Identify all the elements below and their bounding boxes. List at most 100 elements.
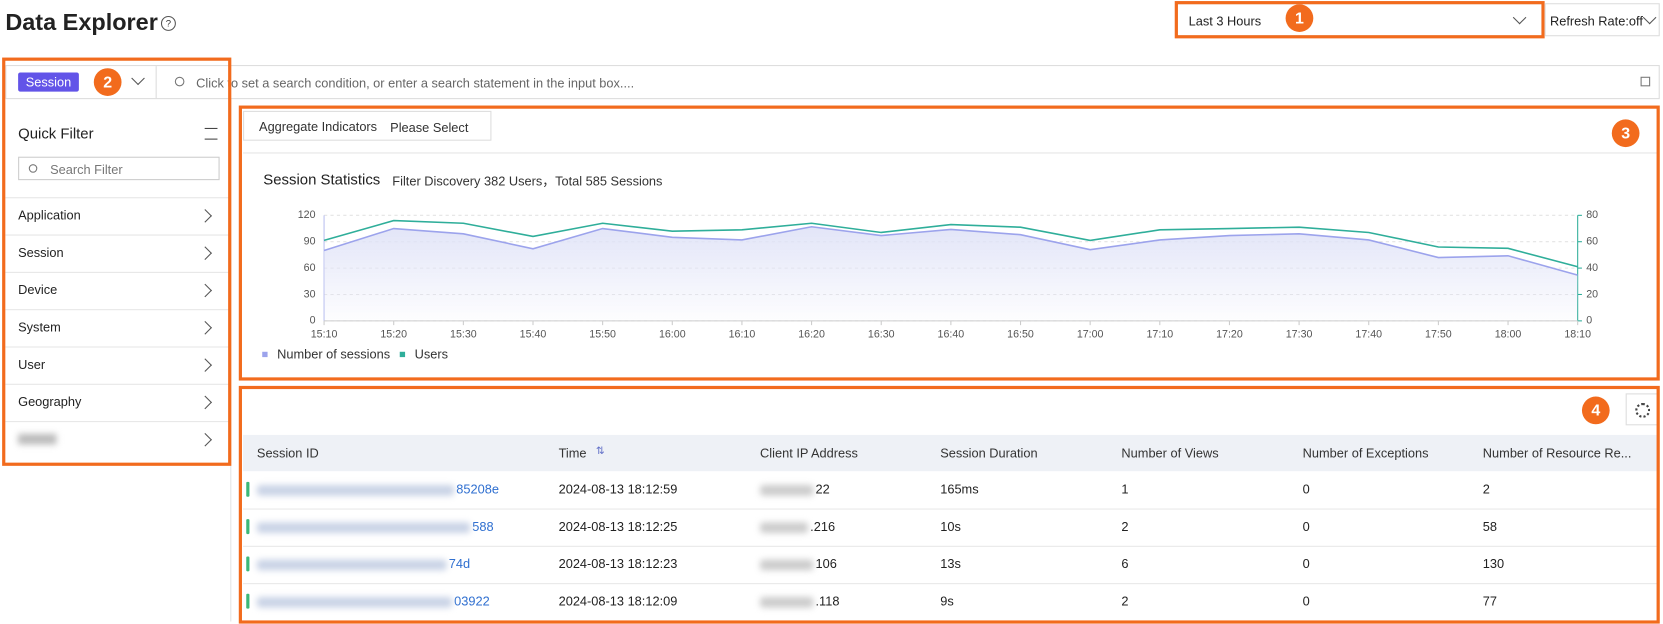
client-ip: .216 bbox=[810, 519, 836, 535]
blurred-text bbox=[760, 559, 814, 571]
cell: 2 bbox=[1121, 519, 1129, 535]
blurred-text bbox=[256, 484, 455, 496]
quick-filter-title: Quick Filter bbox=[18, 124, 94, 142]
time-range: Last 3 Hours bbox=[1188, 13, 1262, 29]
search-input[interactable]: Click to set a search condition, or ente… bbox=[196, 75, 635, 91]
divider bbox=[243, 545, 1657, 547]
legend-label: Number of sessions bbox=[277, 346, 390, 361]
search-type[interactable]: Session bbox=[18, 72, 79, 92]
y-tick-label: 30 bbox=[304, 288, 316, 300]
badge: 3 bbox=[1611, 119, 1640, 148]
x-tick-label: 16:20 bbox=[798, 329, 825, 341]
session-id-cell[interactable]: 74d bbox=[256, 556, 471, 572]
sort-icon: ⇅ bbox=[595, 445, 605, 458]
divider bbox=[5, 383, 231, 385]
session-id-cell[interactable]: 85208e bbox=[256, 481, 499, 497]
session-id-cell[interactable]: 588 bbox=[256, 519, 494, 535]
badge: 1 bbox=[1285, 4, 1314, 32]
filter-menu-icon[interactable] bbox=[204, 127, 218, 140]
ip-cell: .216 bbox=[760, 519, 835, 534]
status-marker bbox=[246, 593, 250, 609]
search-bar: Session Click to set a search condition,… bbox=[5, 65, 1660, 100]
divider bbox=[5, 346, 231, 348]
page-title: Data Explorer bbox=[5, 8, 158, 36]
x-tick-label: 18:10 bbox=[1564, 329, 1591, 341]
legend-label: Users bbox=[415, 346, 448, 361]
cell: 6 bbox=[1121, 556, 1129, 572]
status-marker bbox=[246, 519, 250, 535]
session-id: 03922 bbox=[454, 593, 490, 609]
y2-tick-label: 0 bbox=[1586, 315, 1592, 327]
divider bbox=[5, 421, 231, 423]
filter-search[interactable]: Search Filter bbox=[18, 156, 220, 181]
filter-item[interactable]: User bbox=[18, 357, 46, 373]
expand-icon[interactable] bbox=[1640, 76, 1651, 87]
cell: 1 bbox=[1121, 481, 1129, 497]
filter-item[interactable]: Geography bbox=[18, 394, 82, 410]
cell: 2024-08-13 18:12:23 bbox=[558, 556, 678, 572]
column-header: Number of Views bbox=[1121, 445, 1219, 461]
help-icon[interactable]: ? bbox=[160, 15, 176, 31]
y-tick-label: 90 bbox=[304, 236, 316, 248]
filter-search-input: Search Filter bbox=[50, 162, 123, 177]
badge: 4 bbox=[1581, 396, 1610, 425]
blurred-text bbox=[760, 596, 814, 608]
highlight bbox=[2, 57, 232, 466]
session-id-cell[interactable]: 03922 bbox=[256, 593, 490, 609]
divider bbox=[243, 583, 1657, 585]
column-header: Client IP Address bbox=[760, 445, 858, 461]
filter-item[interactable]: Device bbox=[18, 282, 58, 298]
blurred-text bbox=[256, 522, 471, 533]
chart-title: Session Statistics bbox=[263, 170, 381, 188]
status-marker bbox=[246, 556, 250, 572]
filter-item[interactable]: Application bbox=[18, 207, 81, 223]
line bbox=[323, 219, 1578, 268]
cell: 77 bbox=[1482, 593, 1498, 609]
session-id: 85208e bbox=[456, 481, 499, 497]
divider bbox=[243, 152, 1657, 154]
cell: 2 bbox=[1121, 593, 1129, 609]
x-tick-label: 17:30 bbox=[1286, 329, 1313, 341]
cell: 13s bbox=[940, 556, 961, 572]
x-tick-label: 17:10 bbox=[1146, 329, 1173, 341]
area bbox=[324, 226, 1578, 321]
ip-cell: 22 bbox=[760, 482, 830, 497]
column-header: Number of Exceptions bbox=[1302, 445, 1429, 461]
x-tick-label: 16:30 bbox=[868, 329, 895, 341]
session-id: 74d bbox=[448, 556, 471, 572]
client-ip: 106 bbox=[815, 556, 837, 572]
filter-item[interactable]: System bbox=[18, 319, 61, 335]
divider bbox=[155, 66, 157, 99]
cell: 58 bbox=[1482, 519, 1498, 535]
search-icon bbox=[28, 164, 38, 173]
divider bbox=[5, 234, 231, 236]
aggregate-select[interactable]: Aggregate Indicators Please Select bbox=[243, 110, 492, 141]
blurred-text bbox=[760, 522, 809, 533]
refresh-select[interactable]: Refresh Rate:off bbox=[1544, 3, 1660, 37]
divider bbox=[5, 197, 231, 199]
cell: 10s bbox=[940, 519, 961, 535]
cell: 0 bbox=[1302, 481, 1310, 497]
x-tick-label: 15:40 bbox=[520, 329, 547, 341]
highlight bbox=[238, 385, 1660, 624]
highlight bbox=[238, 105, 1660, 381]
y-tick-label: 120 bbox=[298, 209, 316, 221]
x-tick-label: 18:00 bbox=[1495, 329, 1522, 341]
x-tick-label: 15:50 bbox=[589, 329, 616, 341]
column-header: Number of Resource Re... bbox=[1482, 445, 1632, 461]
filter-item[interactable]: Session bbox=[18, 245, 64, 261]
cell: 2 bbox=[1482, 481, 1490, 497]
session-id: 588 bbox=[472, 519, 494, 535]
x-tick-label: 17:40 bbox=[1355, 329, 1382, 341]
cell: 130 bbox=[1482, 556, 1505, 572]
column-header: Session Duration bbox=[940, 445, 1038, 461]
y2-tick-label: 40 bbox=[1586, 262, 1598, 274]
blurred-text bbox=[760, 484, 814, 496]
x-tick-label: 15:10 bbox=[311, 329, 338, 341]
status-marker bbox=[246, 481, 250, 497]
cell: 2024-08-13 18:12:59 bbox=[558, 481, 678, 497]
highlight bbox=[1174, 1, 1545, 39]
